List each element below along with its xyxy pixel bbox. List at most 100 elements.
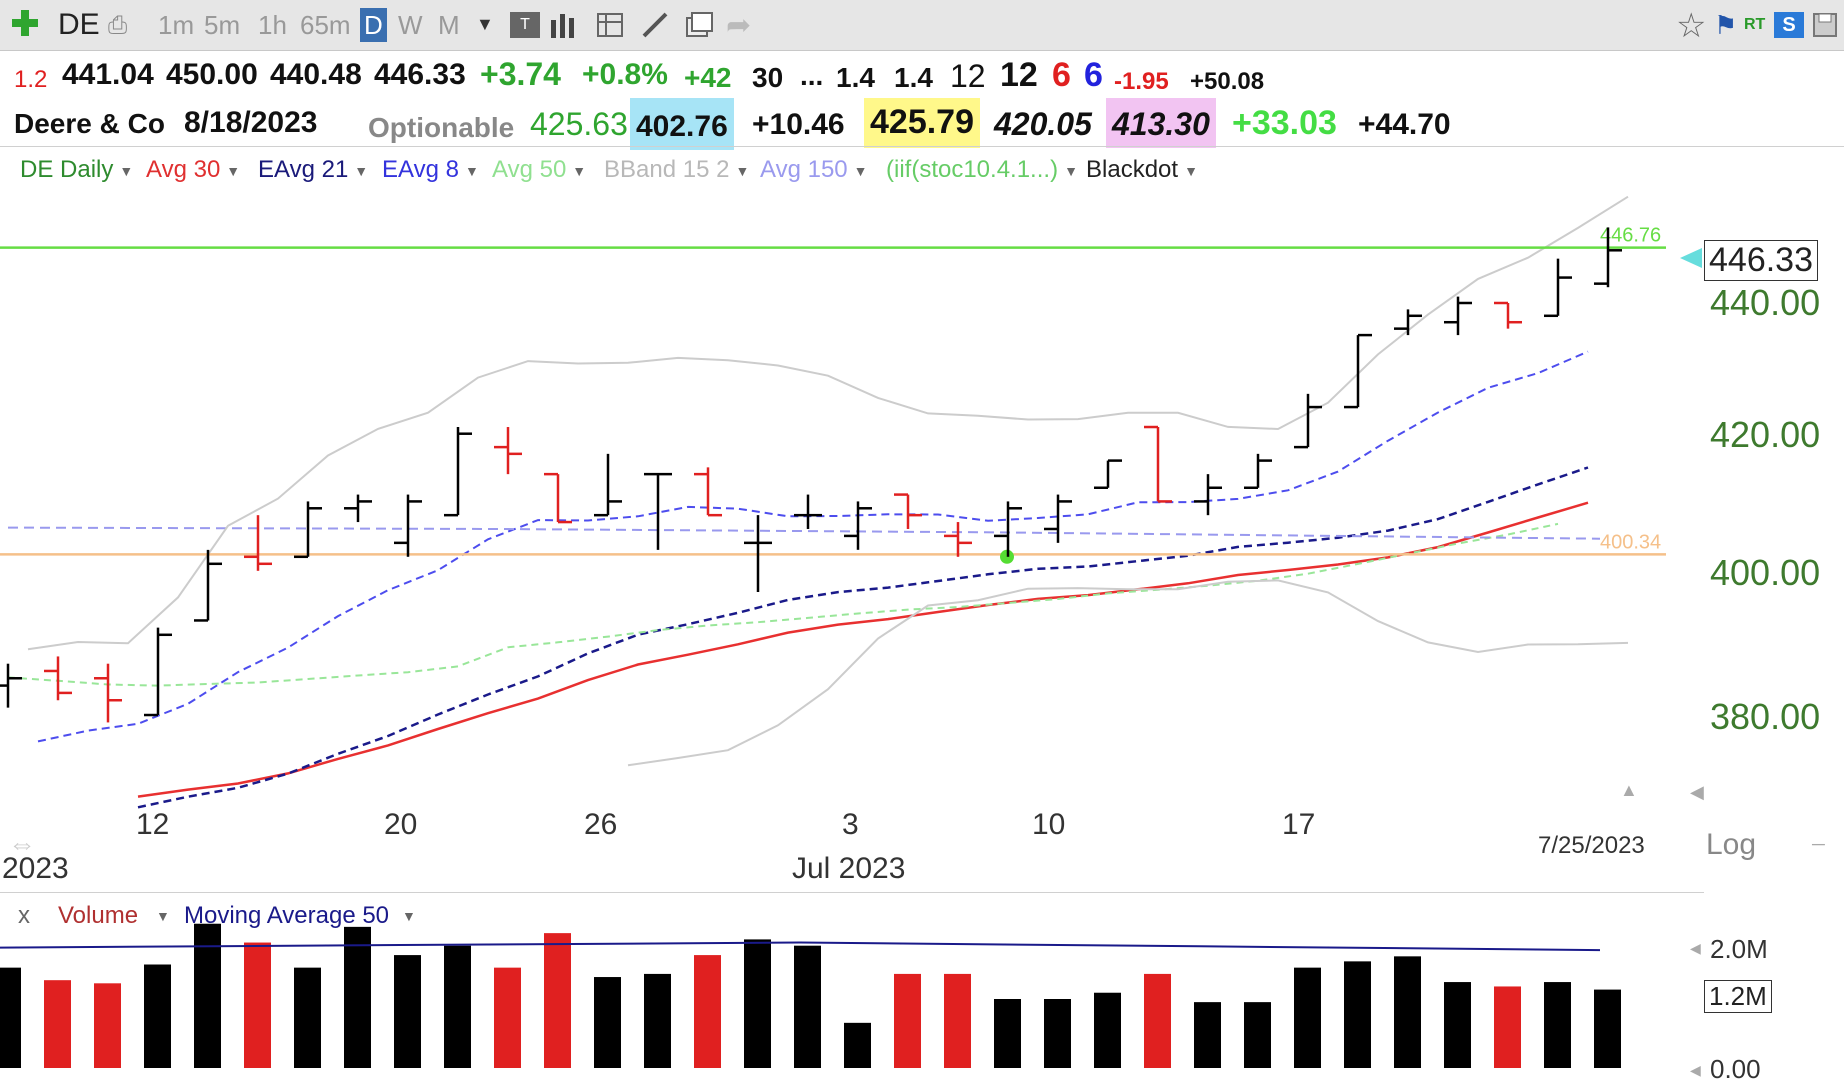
volume-bar xyxy=(294,967,321,1068)
quote-v4: 1.4 xyxy=(894,62,933,93)
volume-dropdown-icon[interactable]: ▼ xyxy=(156,908,170,924)
ohlc-bar xyxy=(644,472,672,550)
interval-1h[interactable]: 1h xyxy=(258,10,287,40)
volume-bar xyxy=(794,945,821,1068)
quote-v5: 12 xyxy=(950,58,986,94)
chevron-down-icon[interactable]: ▼ xyxy=(735,162,750,179)
legend-item-0[interactable]: DE Daily ▼ xyxy=(20,156,133,184)
volume-bar xyxy=(344,926,371,1068)
s-icon[interactable]: S xyxy=(1774,12,1804,38)
volume-bar xyxy=(1494,986,1521,1068)
volume-bar xyxy=(644,973,671,1068)
legend-label: BBand 15 2 xyxy=(604,156,730,183)
quote-separator xyxy=(0,146,1844,147)
volume-bar xyxy=(1444,982,1471,1068)
interval-1m[interactable]: 1m xyxy=(158,10,195,40)
legend-item-7[interactable]: (iif(stoc10.4.1...) ▼ xyxy=(886,156,1078,184)
legend-label: Blackdot xyxy=(1086,156,1179,183)
add-symbol-icon[interactable] xyxy=(10,8,40,38)
text-icon[interactable]: T xyxy=(510,12,540,38)
ohlc-bar xyxy=(794,494,822,529)
layout-icon[interactable] xyxy=(684,10,714,45)
pan-icon[interactable]: ⇔ xyxy=(8,828,36,859)
chevron-down-icon[interactable]: ▼ xyxy=(354,162,369,179)
legend-item-3[interactable]: EAvg 8 ▼ xyxy=(382,156,479,184)
row2-v8: +44.70 xyxy=(1358,108,1451,141)
volume-axis-max: 2.0M xyxy=(1710,934,1768,964)
volume-close-button[interactable]: x xyxy=(18,902,30,929)
bar-style-icon[interactable] xyxy=(548,10,578,45)
volume-arrow-up: ◀ xyxy=(1690,940,1701,956)
interval-w[interactable]: W xyxy=(398,10,423,40)
studies-icon[interactable] xyxy=(596,10,626,45)
interval-dropdown-icon[interactable]: ▼ xyxy=(476,14,494,34)
star-icon[interactable]: ☆ xyxy=(1676,7,1707,45)
symbol-field[interactable]: DE xyxy=(58,8,100,41)
interval-5m[interactable]: 5m xyxy=(204,10,241,40)
quote-v10: +50.08 xyxy=(1190,68,1265,95)
log-scale-toggle[interactable]: Log xyxy=(1706,828,1757,861)
ohlc-bar xyxy=(194,549,222,622)
legend-item-8[interactable]: Blackdot ▼ xyxy=(1086,156,1198,184)
change-value: +3.74 xyxy=(480,56,561,92)
save-icon[interactable] xyxy=(1812,12,1838,43)
quote-v8: 6 xyxy=(1084,56,1103,94)
chevron-down-icon[interactable]: ▼ xyxy=(464,162,479,179)
legend-label: (iif(stoc10.4.1...) xyxy=(886,156,1059,183)
legend-item-4[interactable]: Avg 50 ▼ xyxy=(492,156,586,184)
legend-item-1[interactable]: Avg 30 ▼ xyxy=(146,156,240,184)
volume-ma-label[interactable]: Moving Average 50 xyxy=(184,902,390,929)
legend-item-5[interactable]: BBand 15 2 ▼ xyxy=(604,156,749,184)
ohlc-bar xyxy=(344,494,372,523)
toolbar: DE ⎙ 1m 5m 1h 65m D W M ▼ T ➦ ☆ ⚑ RT S xyxy=(0,0,1844,51)
price-axis-label-400: 400.00 xyxy=(1710,552,1821,593)
draw-icon[interactable] xyxy=(640,10,670,45)
avg150-line xyxy=(7,526,1601,540)
volume-bar xyxy=(244,942,271,1068)
volume-bar xyxy=(1044,999,1071,1068)
print-icon[interactable]: ⎙ xyxy=(108,12,128,39)
close-value: 446.33 xyxy=(374,58,466,91)
interval-d[interactable]: D xyxy=(360,8,387,42)
share-icon[interactable]: ➦ xyxy=(726,9,752,42)
interval-m[interactable]: M xyxy=(438,10,460,40)
axis-menu-icon[interactable]: ─ xyxy=(1812,834,1825,854)
volume-bar xyxy=(694,955,721,1068)
quote-v1: +42 xyxy=(684,62,732,93)
chevron-down-icon[interactable]: ▼ xyxy=(572,162,587,179)
high-value: 450.00 xyxy=(166,58,258,91)
volume-bar xyxy=(844,1022,871,1068)
legend-item-2[interactable]: EAvg 21 ▼ xyxy=(258,156,368,184)
ohlc-bar xyxy=(1544,258,1572,318)
price-axis-label-440: 440.00 xyxy=(1710,282,1821,323)
ohlc-bar xyxy=(244,515,272,571)
interval-65m[interactable]: 65m xyxy=(300,10,351,40)
volume-bar xyxy=(894,973,921,1068)
ohlc-bar xyxy=(144,627,172,717)
volume-axis-zero: 0.00 xyxy=(1710,1054,1761,1084)
scroll-up-icon[interactable]: ▲ xyxy=(1620,780,1638,800)
chevron-down-icon[interactable]: ▼ xyxy=(853,162,868,179)
row2-v5: 420.05 xyxy=(994,106,1092,142)
ohlc-bar xyxy=(544,472,572,524)
ohlc-bar xyxy=(294,501,322,559)
volume-bar xyxy=(0,967,21,1068)
quote-v9: -1.95 xyxy=(1114,68,1169,95)
flag-icon[interactable]: ⚑ xyxy=(1714,10,1738,40)
volume-title[interactable]: Volume xyxy=(58,902,139,929)
volume-bar xyxy=(144,964,171,1068)
volume-bar xyxy=(1144,973,1171,1068)
volume-bar xyxy=(994,999,1021,1068)
chevron-down-icon[interactable]: ▼ xyxy=(119,162,134,179)
chevron-down-icon[interactable]: ▼ xyxy=(1064,162,1078,179)
volume-box: 1.2M xyxy=(1704,980,1772,1013)
chevron-down-icon[interactable]: ▼ xyxy=(1184,162,1198,179)
eavg21-line xyxy=(137,466,1589,809)
x-end-date: 7/25/2023 xyxy=(1538,832,1645,859)
scroll-left-icon[interactable]: ◀ xyxy=(1690,782,1704,802)
legend-item-6[interactable]: Avg 150 ▼ xyxy=(760,156,868,184)
chevron-down-icon[interactable]: ▼ xyxy=(226,162,241,179)
volume-ma-dropdown-icon[interactable]: ▼ xyxy=(402,908,416,924)
realtime-icon[interactable]: RT xyxy=(1744,16,1766,33)
